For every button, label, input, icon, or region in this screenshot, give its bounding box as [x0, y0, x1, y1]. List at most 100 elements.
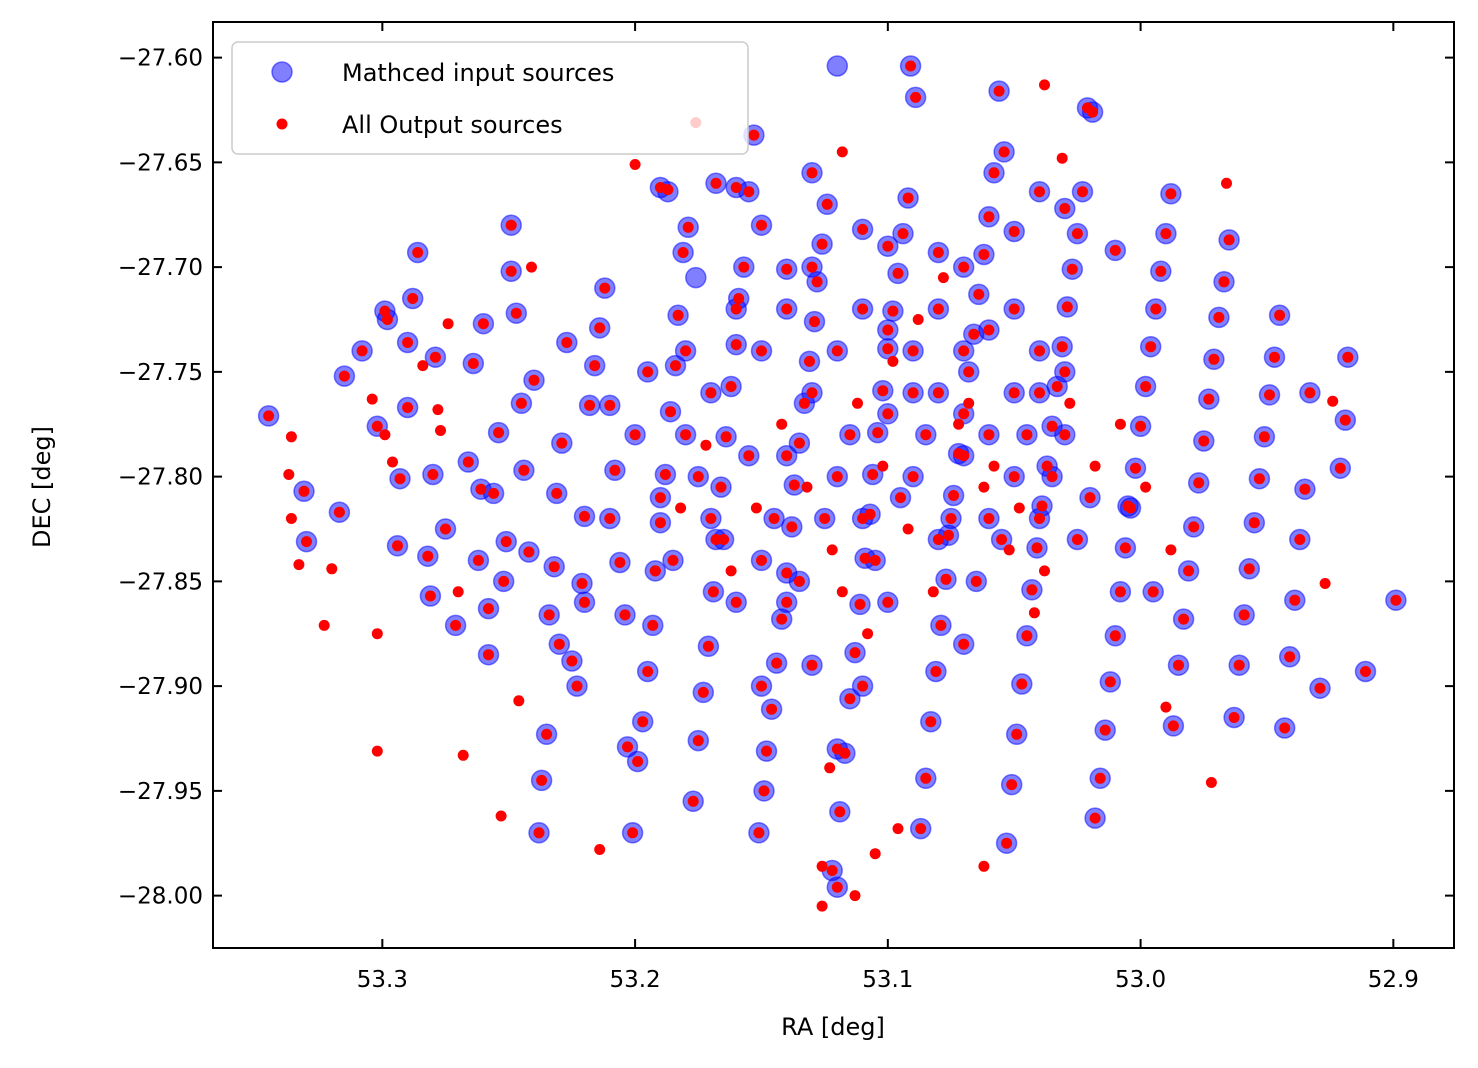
output-source-point-206: [1203, 393, 1215, 405]
output-source-point-40: [472, 554, 484, 566]
output-source-point-157: [963, 366, 975, 378]
output-source-point-13: [371, 628, 383, 640]
output-source-point-101: [707, 586, 719, 598]
output-source-point-303: [920, 429, 932, 441]
output-source-point-63: [548, 561, 560, 573]
output-source-point-119: [788, 479, 800, 491]
output-source-point-264: [781, 596, 793, 608]
output-source-point-105: [725, 381, 737, 392]
output-source-point-46: [493, 427, 505, 439]
output-source-point-153: [943, 529, 954, 541]
output-source-point-258: [1034, 186, 1045, 198]
output-source-point-255: [932, 247, 944, 258]
output-source-point-354: [1013, 502, 1025, 514]
output-source-point-77: [609, 464, 621, 476]
output-source-point-301: [869, 554, 881, 566]
output-source-point-160: [978, 249, 990, 260]
output-source-point-249: [730, 182, 742, 193]
output-source-point-279: [730, 596, 742, 608]
output-source-point-270: [932, 534, 944, 545]
output-source-point-276: [1084, 492, 1096, 504]
output-source-point-207: [1208, 353, 1220, 365]
output-source-point-233: [1360, 666, 1371, 677]
output-source-point-116: [776, 613, 788, 625]
output-source-point-86: [647, 619, 659, 631]
output-source-point-83: [632, 756, 644, 767]
output-source-point-14: [371, 745, 383, 757]
output-source-point-71: [584, 399, 596, 411]
output-source-point-2: [283, 469, 295, 480]
output-source-point-194: [1145, 341, 1157, 353]
output-source-point-353: [988, 460, 1000, 472]
output-source-point-79: [619, 609, 631, 621]
output-source-point-280: [756, 554, 767, 566]
output-source-point-93: [672, 309, 684, 321]
output-source-point-99: [697, 686, 709, 698]
output-source-point-192: [1135, 420, 1147, 432]
output-source-point-251: [781, 263, 793, 275]
output-source-point-141: [887, 305, 899, 317]
output-source-point-241: [849, 890, 861, 902]
output-source-point-20: [392, 540, 403, 552]
output-source-point-345: [675, 502, 687, 514]
x-tick-label-4: 52.9: [1368, 967, 1419, 993]
output-source-point-148: [920, 772, 932, 784]
output-source-point-22: [402, 402, 414, 413]
y-axis-label: DEC [deg]: [28, 426, 56, 548]
output-source-point-331: [776, 418, 788, 430]
output-source-point-356: [1064, 397, 1076, 409]
output-source-point-338: [953, 418, 965, 430]
output-source-point-74: [594, 844, 606, 855]
output-source-point-48: [498, 575, 510, 587]
output-source-point-117: [781, 567, 793, 579]
matched-input-point-216: [826, 55, 849, 77]
x-tick-label-2: 53.1: [862, 967, 913, 993]
output-source-point-56: [523, 546, 535, 558]
output-source-point-284: [857, 513, 869, 524]
output-source-point-315: [680, 345, 692, 357]
output-source-point-203: [1188, 521, 1200, 533]
output-source-point-182: [1087, 106, 1099, 118]
output-source-point-257: [1008, 226, 1020, 237]
legend-marker-matched: [271, 61, 293, 83]
output-source-point-355: [1039, 565, 1050, 577]
output-source-point-34: [442, 318, 454, 330]
output-source-point-295: [718, 534, 730, 545]
output-source-point-147: [915, 823, 927, 835]
output-source-point-106: [730, 339, 742, 351]
output-source-point-10: [338, 370, 350, 382]
output-source-point-27: [422, 550, 434, 562]
output-source-point-189: [1119, 542, 1131, 554]
output-source-point-151: [935, 619, 947, 631]
output-source-point-240: [816, 900, 828, 912]
output-source-point-11: [356, 345, 368, 357]
output-source-point-127: [826, 865, 838, 876]
output-source-point-66: [561, 337, 573, 348]
output-source-point-100: [702, 640, 714, 652]
output-source-point-89: [659, 469, 671, 480]
output-source-point-109: [743, 186, 755, 198]
output-source-point-67: [566, 655, 578, 667]
y-tick-label-6: −27.90: [118, 674, 203, 700]
output-source-point-110: [748, 129, 760, 141]
output-source-point-145: [905, 60, 917, 72]
output-source-point-217: [1258, 431, 1270, 443]
output-source-point-271: [958, 638, 970, 650]
output-source-point-185: [1099, 724, 1111, 736]
output-source-point-6: [301, 536, 312, 548]
output-source-point-19: [387, 456, 398, 468]
output-source-point-225: [1299, 483, 1311, 495]
output-source-point-135: [859, 552, 871, 564]
output-source-point-292: [654, 492, 666, 504]
output-source-point-234: [1390, 594, 1402, 606]
output-source-point-165: [1001, 837, 1013, 849]
output-source-point-286: [907, 345, 919, 357]
output-source-point-351: [937, 272, 949, 284]
output-source-point-307: [1021, 429, 1033, 441]
output-source-point-294: [692, 471, 704, 483]
output-source-point-179: [1071, 228, 1083, 240]
output-source-point-142: [892, 267, 904, 279]
y-tick-label-4: −27.80: [118, 465, 203, 491]
output-source-point-54: [515, 397, 527, 409]
output-source-point-265: [806, 659, 818, 671]
